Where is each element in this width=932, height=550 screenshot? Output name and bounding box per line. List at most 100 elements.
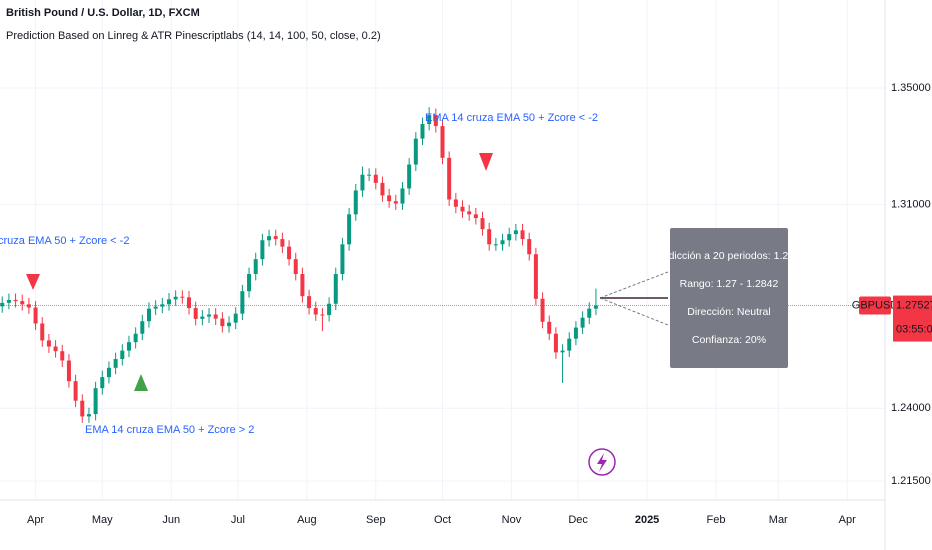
candle-body [287,246,292,260]
candle-body [507,234,512,241]
x-tick-label: Sep [366,514,386,526]
candle-body [267,236,272,241]
candle-body [140,321,145,334]
candle-body [240,291,245,314]
x-tick-label: Jun [162,514,180,526]
candle-body [353,190,358,215]
candle-body [26,304,31,308]
candle-body [187,297,192,309]
candle-body [0,302,5,307]
candle-body [53,346,58,352]
prediction-line: Dirección: Neutral [687,306,770,318]
candle-body [146,308,151,322]
candle-body [553,333,558,353]
candle-body [307,296,312,309]
candle-body [413,138,418,165]
projection-lower [599,297,669,326]
buy-signal [134,374,148,391]
candle-body [280,239,285,247]
candle-body [160,304,165,307]
prediction-line: Predicción a 20 periodos: 1.2754 [652,250,806,262]
x-tick-label: Oct [434,514,451,526]
candle-body [467,211,472,215]
candle-body [86,414,91,417]
symbol-tag [859,296,891,315]
candle-body [367,174,372,176]
candle-body [567,338,572,351]
prediction-box [670,228,788,368]
candle-body [293,259,298,275]
candle-body [380,182,385,196]
candle-body [327,303,332,316]
countdown-label: 03:55:00 [896,323,932,335]
lightning-icon[interactable] [588,448,616,476]
indicator-title: Prediction Based on Linreg & ATR Pinescr… [6,30,381,42]
candle-body [6,299,11,303]
candle-body [587,308,592,318]
x-tick-label: 2025 [635,514,659,526]
candle-body [93,388,98,415]
candle-body [46,340,51,347]
candle-body [253,259,258,275]
candle-body [80,400,85,417]
candle-body [547,321,552,334]
candle-body [593,305,598,309]
candle-body [473,214,478,219]
last-price-label: 1.27527 [896,299,932,311]
candle-body [113,359,118,368]
candle-body [200,316,205,319]
candle-body [213,314,218,319]
candle-body [100,377,105,389]
candle-body [173,296,178,300]
candle-body [106,367,111,378]
candle-body [66,360,71,382]
prediction-line: Confianza: 20% [692,334,766,346]
x-tick-label: Feb [707,514,726,526]
candle-body [333,274,338,304]
x-tick-label: Dec [568,514,588,526]
signals [26,153,493,391]
candle-body [360,174,365,191]
candle-body [520,230,525,240]
candle-body [580,317,585,328]
candle-body [340,244,345,275]
candle-body [207,314,212,317]
candle-body [540,298,545,322]
signal-annotation: EMA 14 cruza EMA 50 + Zcore < -2 [425,112,598,124]
sell-signal [479,153,493,171]
candle-body [453,199,458,207]
x-tick-label: Apr [27,514,44,526]
candle-body [120,350,125,360]
prediction-line: Rango: 1.27 - 1.2842 [680,278,779,290]
candle-body [33,307,38,324]
candle-body [166,299,171,305]
candle-body [233,313,238,323]
candle-body [527,239,532,255]
candle-body [273,236,278,240]
projection [599,271,669,326]
price-tag [893,295,932,342]
signal-annotation: EMA 14 cruza EMA 50 + Zcore > 2 [85,424,254,436]
candle-body [247,274,252,292]
candle-body [427,115,432,125]
candle-body [513,230,518,235]
candle-body [313,308,318,315]
candle-body [320,314,325,316]
candle-body [180,296,185,298]
y-tick-label: 1.24000 [891,402,931,414]
candle-body [460,206,465,212]
candle-body [440,126,445,158]
candle-body [387,195,392,202]
x-tick-label: Aug [297,514,317,526]
candle-body [347,214,352,245]
signal-annotation: cruza EMA 50 + Zcore < -2 [0,235,129,247]
candle-body [13,299,18,302]
candle-body [560,350,565,353]
candle-body [393,201,398,204]
sell-signal [26,274,40,290]
candle-body [220,318,225,327]
candle-body [227,322,232,327]
candle-body [573,327,578,339]
lightning-glyph [597,453,607,472]
